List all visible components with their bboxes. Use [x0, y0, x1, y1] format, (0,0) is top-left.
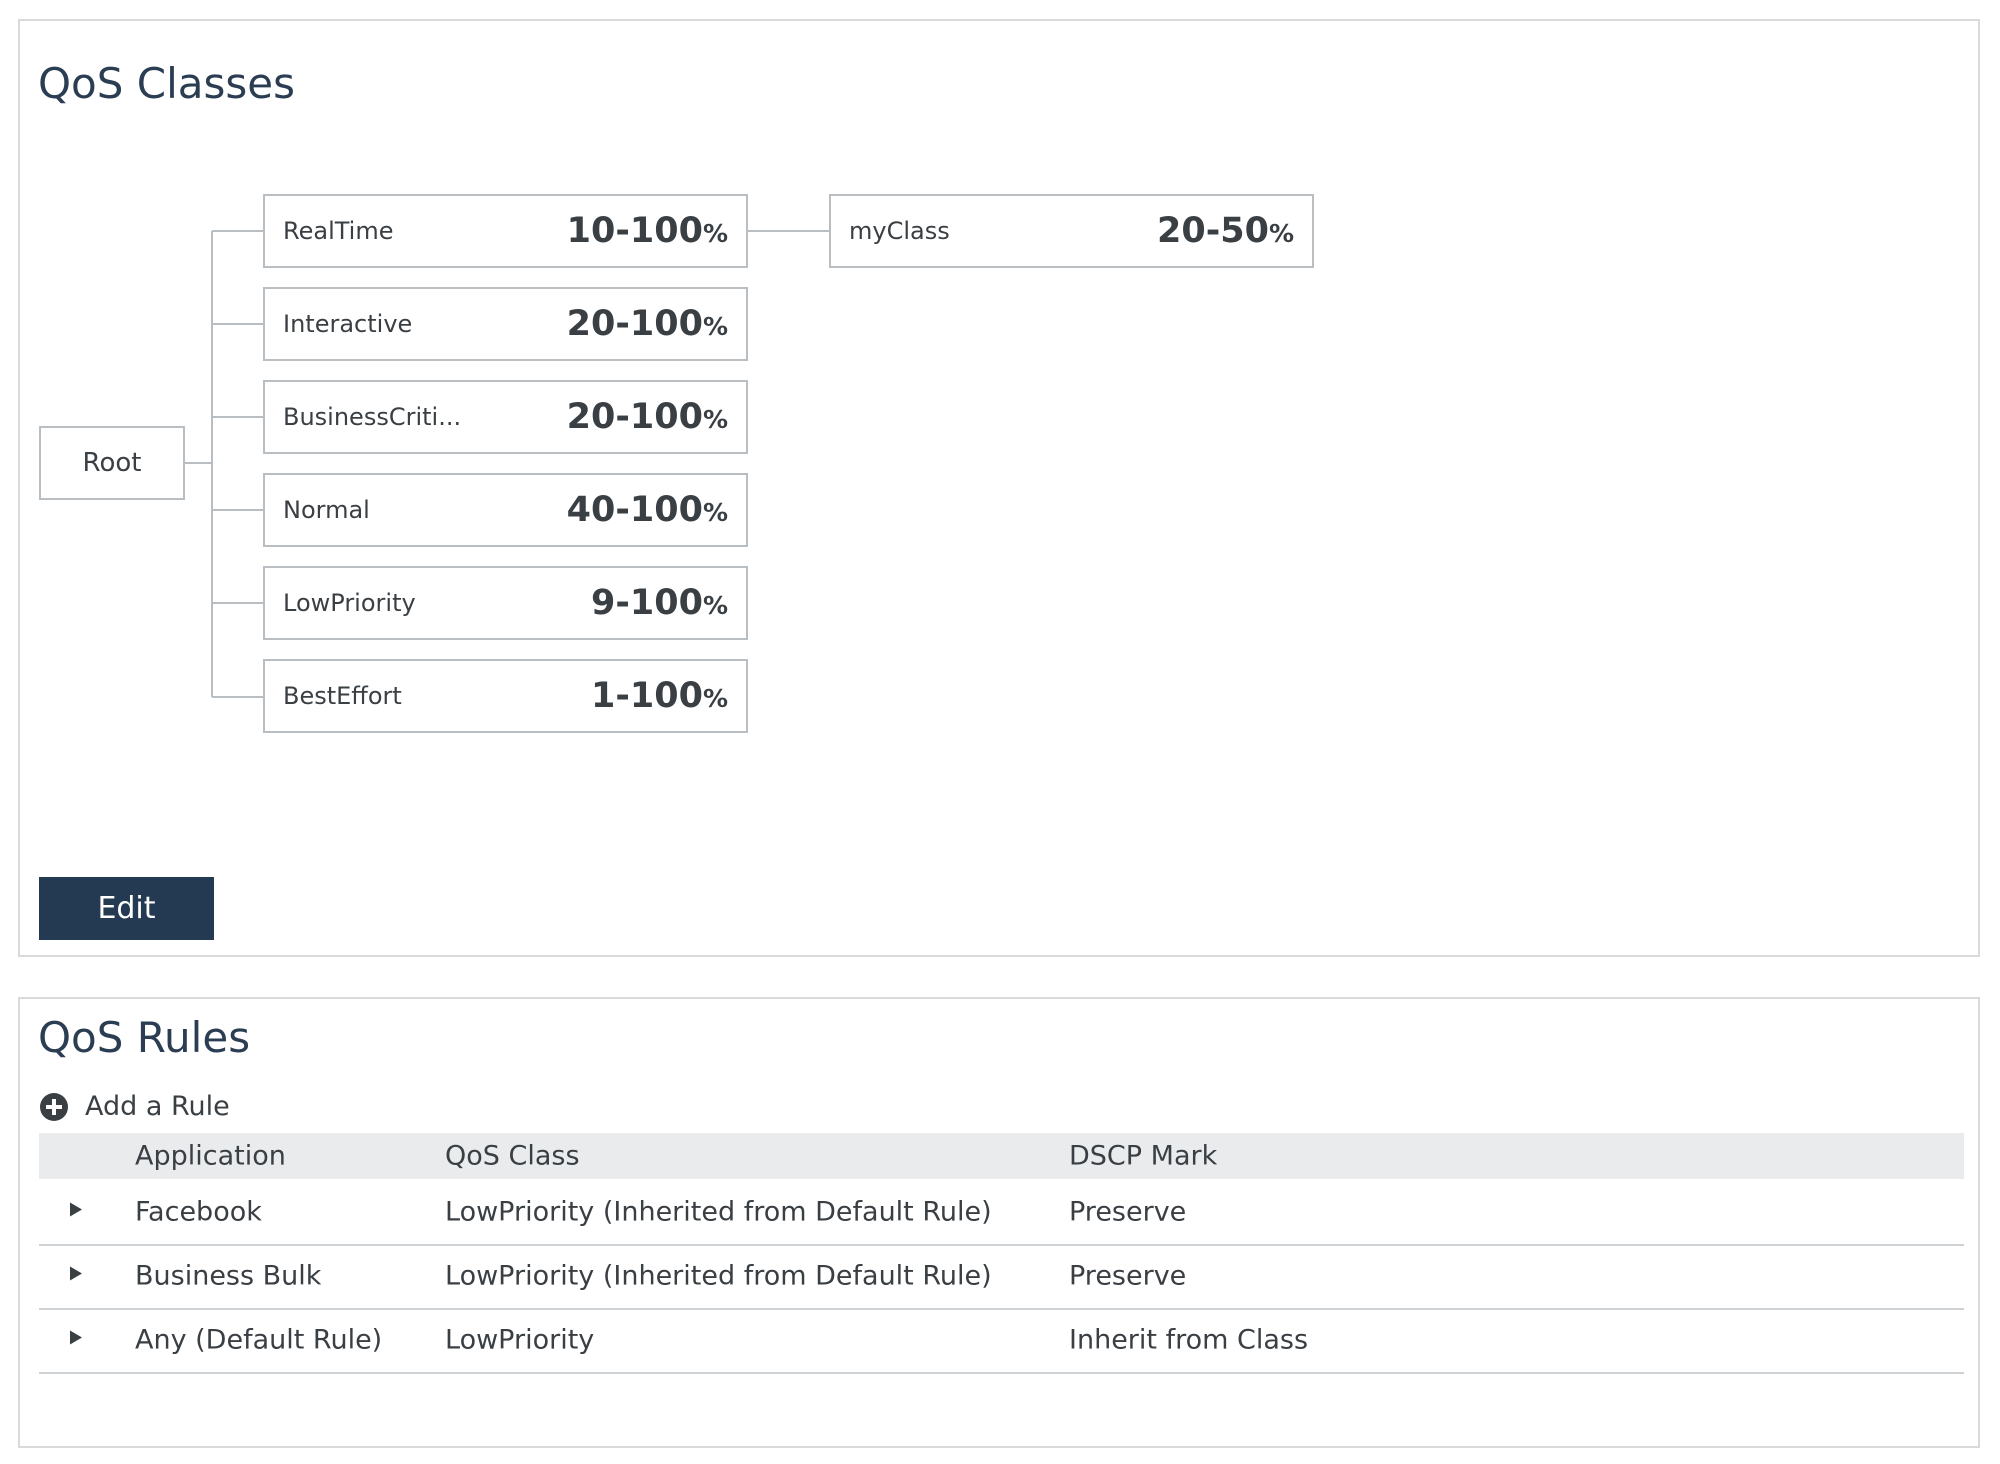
class-range: 20-50% — [1157, 211, 1294, 251]
class-node[interactable]: LowPriority 9-100% — [263, 566, 748, 640]
range-value: 20-50 — [1156, 211, 1269, 251]
class-node[interactable]: BusinessCriti... 20-100% — [263, 380, 748, 454]
range-value: 20-100 — [566, 304, 703, 344]
table-cell: Preserve — [1069, 1196, 1187, 1227]
range-value: 10-100 — [566, 211, 703, 251]
arrow-icon — [70, 1266, 82, 1280]
table-cell: LowPriority (Inherited from Default Rule… — [445, 1196, 992, 1227]
class-name: Interactive — [283, 310, 413, 338]
expand-arrow[interactable] — [69, 1329, 83, 1350]
panel-title: QoS Classes — [38, 59, 295, 108]
range-value: 40-100 — [566, 490, 703, 530]
table-row: Any (Default Rule) LowPriority Inherit fro… — [39, 1307, 1964, 1374]
class-name: BestEffort — [283, 682, 402, 710]
class-name: LowPriority — [283, 589, 416, 617]
class-node[interactable]: Normal 40-100% — [263, 473, 748, 547]
class-node[interactable]: RealTime 10-100% — [263, 194, 748, 268]
class-range: 20-100% — [567, 304, 728, 344]
class-node[interactable]: myClass 20-50% — [829, 194, 1314, 268]
table-row: Facebook LowPriority (Inherited from Defa… — [39, 1179, 1964, 1246]
class-name: myClass — [849, 217, 950, 245]
rules-panel: QoS Rules Add a Rule Application QoS Clas… — [18, 997, 1980, 1448]
class-node[interactable]: Interactive 20-100% — [263, 287, 748, 361]
range-unit: % — [702, 591, 728, 620]
range-unit: % — [702, 312, 728, 341]
table-cell: LowPriority (Inherited from Default Rule… — [445, 1260, 992, 1291]
table-cell: Any (Default Rule) — [135, 1324, 383, 1355]
connectors — [183, 230, 829, 698]
add-rule-label: Add a Rule — [85, 1091, 230, 1122]
table-header: Application QoS Class DSCP Mark — [39, 1133, 1964, 1179]
class-name: BusinessCriti... — [283, 403, 462, 431]
table-cell: Preserve — [1069, 1260, 1187, 1291]
column-header: QoS Class — [445, 1140, 580, 1172]
class-range: 20-100% — [567, 397, 728, 437]
edit-button[interactable]: Edit — [39, 877, 214, 940]
class-range: 10-100% — [567, 211, 728, 251]
expand-arrow[interactable] — [69, 1201, 83, 1222]
panel-title: QoS Rules — [38, 1013, 251, 1062]
range-unit: % — [1268, 219, 1294, 248]
class-name: Normal — [283, 496, 370, 524]
class-range: 40-100% — [567, 490, 728, 530]
classes-panel: QoS Classes Root RealTime 10-100% Interact… — [18, 19, 1980, 957]
range-unit: % — [702, 498, 728, 527]
range-value: 1-100 — [590, 676, 703, 716]
class-node[interactable]: BestEffort 1-100% — [263, 659, 748, 733]
table-cell: Inherit from Class — [1069, 1324, 1309, 1355]
add-icon — [40, 1092, 68, 1121]
column-header: Application — [135, 1140, 286, 1172]
arrow-icon — [70, 1330, 82, 1344]
range-unit: % — [702, 684, 728, 713]
root-node: Root — [39, 426, 185, 500]
table-cell: Business Bulk — [135, 1260, 322, 1291]
expand-arrow[interactable] — [69, 1265, 83, 1286]
class-name: RealTime — [283, 217, 394, 245]
add-rule[interactable]: Add a Rule — [39, 1091, 230, 1122]
range-unit: % — [702, 219, 728, 248]
range-value: 9-100 — [590, 583, 703, 623]
class-range: 1-100% — [591, 676, 728, 716]
range-value: 20-100 — [566, 397, 703, 437]
range-unit: % — [702, 405, 728, 434]
table-row: Business Bulk LowPriority (Inherited from… — [39, 1243, 1964, 1310]
column-header: DSCP Mark — [1069, 1140, 1218, 1172]
table-cell: LowPriority — [445, 1324, 595, 1355]
table-cell: Facebook — [135, 1196, 262, 1227]
arrow-icon — [70, 1202, 82, 1216]
class-range: 9-100% — [591, 583, 728, 623]
